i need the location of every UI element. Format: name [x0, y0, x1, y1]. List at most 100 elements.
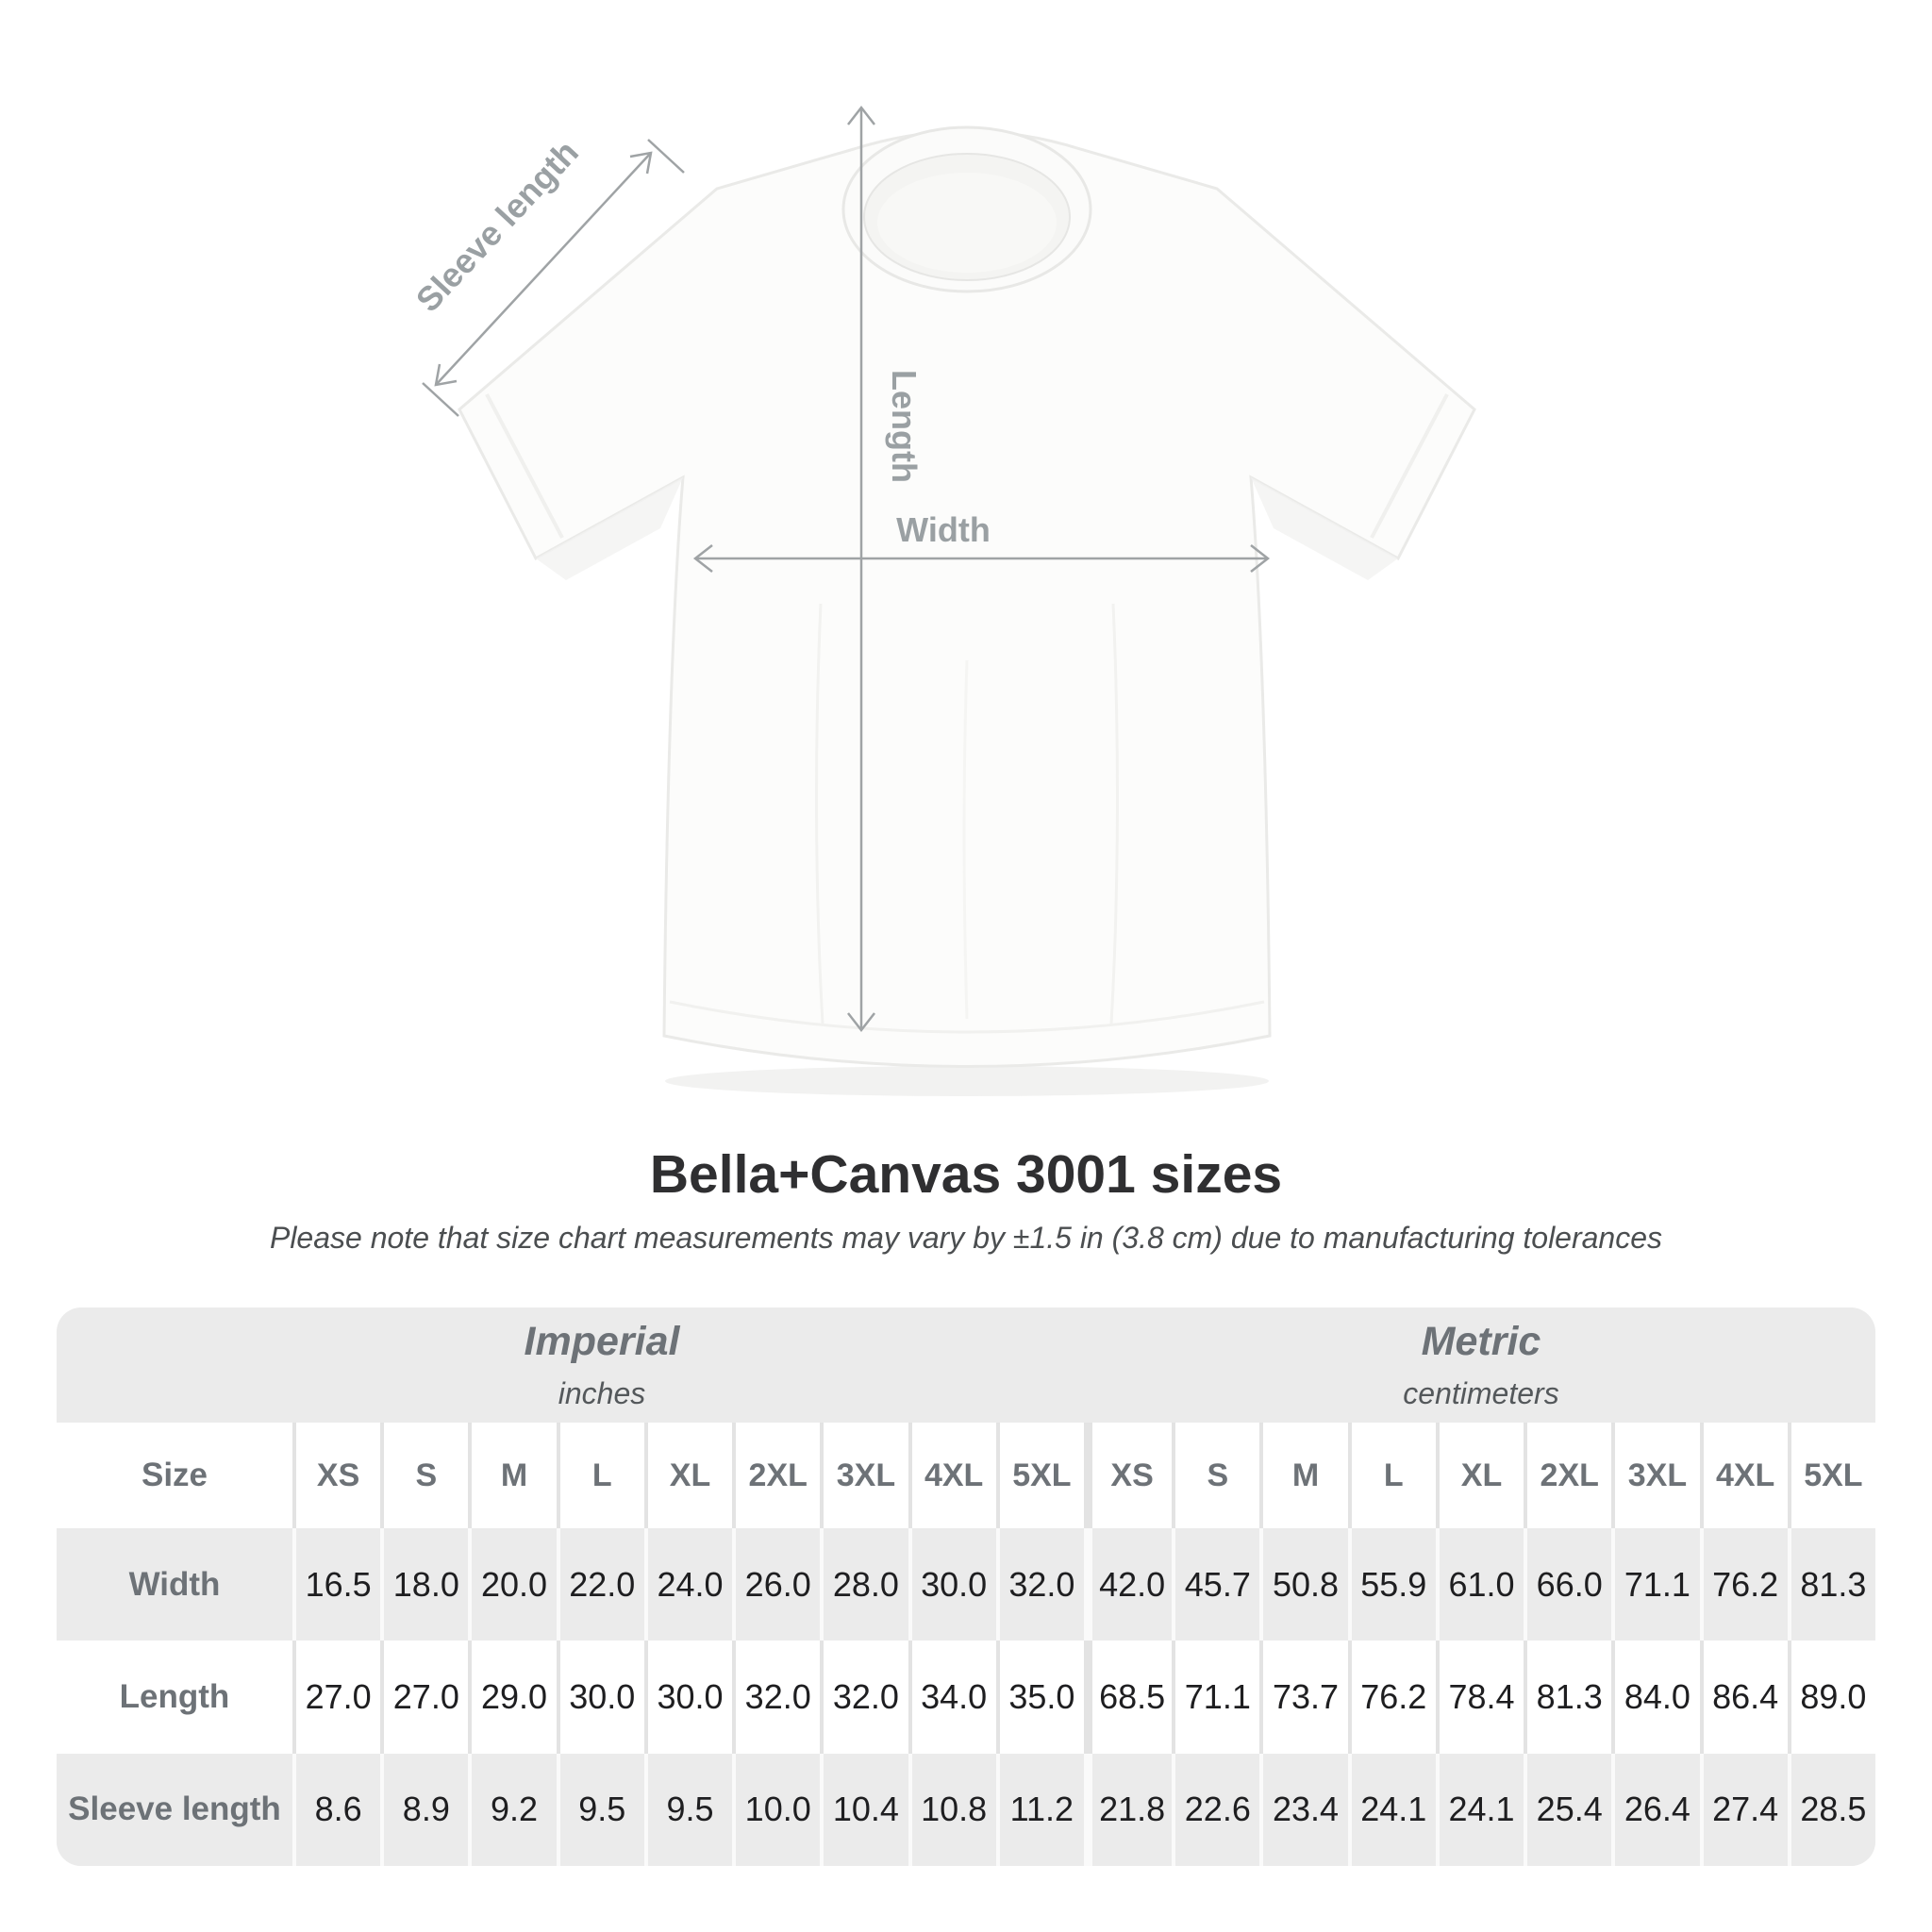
metric-value: 21.8: [1083, 1753, 1173, 1866]
size-chart-table: Imperial inches Metric centimeters Size X…: [57, 1307, 1875, 1866]
imperial-value: 35.0: [995, 1641, 1084, 1754]
imperial-size-header-m: M: [468, 1423, 557, 1528]
metric-unit: centimeters: [1403, 1376, 1559, 1410]
imperial-value: 34.0: [908, 1641, 996, 1754]
imperial-value: 28.0: [820, 1528, 908, 1641]
metric-value: 23.4: [1259, 1753, 1348, 1866]
metric-size-header-xs: XS: [1083, 1423, 1173, 1528]
metric-value: 24.1: [1347, 1753, 1436, 1866]
imperial-value: 9.5: [643, 1753, 733, 1866]
sleeve-length-label: Sleeve length: [408, 133, 586, 320]
imperial-value: 32.0: [820, 1641, 908, 1754]
metric-size-header-4xl: 4XL: [1699, 1423, 1788, 1528]
metric-size-header-3xl: 3XL: [1611, 1423, 1700, 1528]
imperial-value: 30.0: [908, 1528, 996, 1641]
metric-value: 27.4: [1699, 1753, 1788, 1866]
imperial-unit: inches: [558, 1376, 646, 1410]
metric-size-header-5xl: 5XL: [1787, 1423, 1875, 1528]
imperial-value: 24.0: [643, 1528, 733, 1641]
measurement-row-length: Length 27.0 27.0 29.0 30.0 30.0 32.0 32.0 34.0 35…: [57, 1641, 1875, 1754]
metric-value: 68.5: [1083, 1641, 1173, 1754]
imperial-value: 8.9: [380, 1753, 469, 1866]
imperial-value: 22.0: [556, 1528, 644, 1641]
metric-value: 84.0: [1611, 1641, 1700, 1754]
underarm-shading: [1251, 477, 1398, 580]
metric-value: 50.8: [1259, 1528, 1348, 1641]
imperial-value: 26.0: [732, 1528, 821, 1641]
metric-value: 81.3: [1787, 1528, 1875, 1641]
metric-value: 76.2: [1347, 1641, 1436, 1754]
row-label: Length: [57, 1641, 292, 1754]
imperial-value: 29.0: [468, 1641, 557, 1754]
row-label: Sleeve length: [57, 1753, 292, 1866]
metric-value: 26.4: [1611, 1753, 1700, 1866]
length-label: Length: [885, 370, 924, 483]
width-arrow: [692, 544, 1271, 573]
cuff-fold: [1370, 393, 1449, 539]
tshirt-shadow: [665, 1066, 1269, 1096]
fabric-crease: [962, 659, 969, 1020]
imperial-value: 20.0: [468, 1528, 557, 1641]
imperial-size-header-xs: XS: [292, 1423, 381, 1528]
metric-value: 61.0: [1435, 1528, 1524, 1641]
underarm-shading: [536, 477, 683, 580]
page-title: Bella+Canvas 3001 sizes: [649, 1144, 1283, 1205]
imperial-value: 27.0: [292, 1641, 381, 1754]
imperial-value: 9.2: [468, 1753, 557, 1866]
metric-value: 76.2: [1699, 1528, 1788, 1641]
metric-size-header-l: L: [1347, 1423, 1436, 1528]
imperial-value: 30.0: [643, 1641, 733, 1754]
imperial-value: 10.0: [732, 1753, 821, 1866]
metric-value: 89.0: [1787, 1641, 1875, 1754]
metric-group-header: Metric centimeters: [1403, 1319, 1558, 1411]
imperial-size-header-2xl: 2XL: [732, 1423, 821, 1528]
metric-value: 73.7: [1259, 1641, 1348, 1754]
metric-value: 22.6: [1172, 1753, 1260, 1866]
imperial-label: Imperial: [524, 1319, 680, 1364]
metric-value: 42.0: [1083, 1528, 1173, 1641]
imperial-value: 10.4: [820, 1753, 908, 1866]
metric-value: 78.4: [1435, 1641, 1524, 1754]
imperial-value: 9.5: [556, 1753, 644, 1866]
imperial-size-header-3xl: 3XL: [820, 1423, 908, 1528]
imperial-value: 27.0: [380, 1641, 469, 1754]
metric-label: Metric: [1421, 1319, 1541, 1364]
size-column-header: Size: [57, 1423, 292, 1528]
imperial-value: 32.0: [732, 1641, 821, 1754]
imperial-value: 11.2: [995, 1753, 1084, 1866]
metric-size-header-xl: XL: [1435, 1423, 1524, 1528]
imperial-size-header-l: L: [556, 1423, 644, 1528]
metric-value: 28.5: [1787, 1753, 1875, 1866]
cuff-fold: [485, 393, 564, 539]
metric-value: 45.7: [1172, 1528, 1260, 1641]
metric-value: 55.9: [1347, 1528, 1436, 1641]
metric-value: 71.1: [1611, 1528, 1700, 1641]
metric-size-header-m: M: [1259, 1423, 1348, 1528]
imperial-size-header-4xl: 4XL: [908, 1423, 996, 1528]
metric-value: 24.1: [1435, 1753, 1524, 1866]
size-header-row: Size XS S M L XL 2XL 3XL 4XL 5XL XS S M L XL 2XL 3XL 4XL 5…: [57, 1423, 1875, 1528]
imperial-size-header-s: S: [380, 1423, 469, 1528]
tshirt-body: [458, 129, 1476, 1068]
unit-group-band: Imperial inches Metric centimeters: [57, 1307, 1875, 1423]
measurement-row-width: Width 16.5 18.0 20.0 22.0 24.0 26.0 28.0 30.0 32.…: [57, 1528, 1875, 1641]
metric-value: 81.3: [1524, 1641, 1612, 1754]
imperial-size-header-5xl: 5XL: [995, 1423, 1084, 1528]
metric-size-header-2xl: 2XL: [1524, 1423, 1612, 1528]
imperial-value: 18.0: [380, 1528, 469, 1641]
hem-stitch: [669, 1000, 1265, 1034]
length-arrow: [847, 105, 875, 1033]
imperial-value: 16.5: [292, 1528, 381, 1641]
fabric-crease: [1109, 603, 1119, 1024]
measurement-row-sleeve-length: Sleeve length 8.6 8.9 9.2 9.5 9.5 10.0 10.4 10.8…: [57, 1753, 1875, 1866]
metric-size-header-s: S: [1172, 1423, 1260, 1528]
size-table-grid: Size XS S M L XL 2XL 3XL 4XL 5XL XS S M L XL 2XL 3XL 4XL 5…: [57, 1423, 1875, 1866]
row-label: Width: [57, 1528, 292, 1641]
width-label: Width: [896, 510, 991, 549]
tolerance-note: Please note that size chart measurements…: [269, 1221, 1663, 1255]
fabric-crease: [815, 603, 824, 1024]
sleeve-length-arrow: [422, 139, 685, 417]
tshirt-illustration: Sleeve length Length Width: [408, 105, 1476, 1096]
imperial-value: 8.6: [292, 1753, 381, 1866]
